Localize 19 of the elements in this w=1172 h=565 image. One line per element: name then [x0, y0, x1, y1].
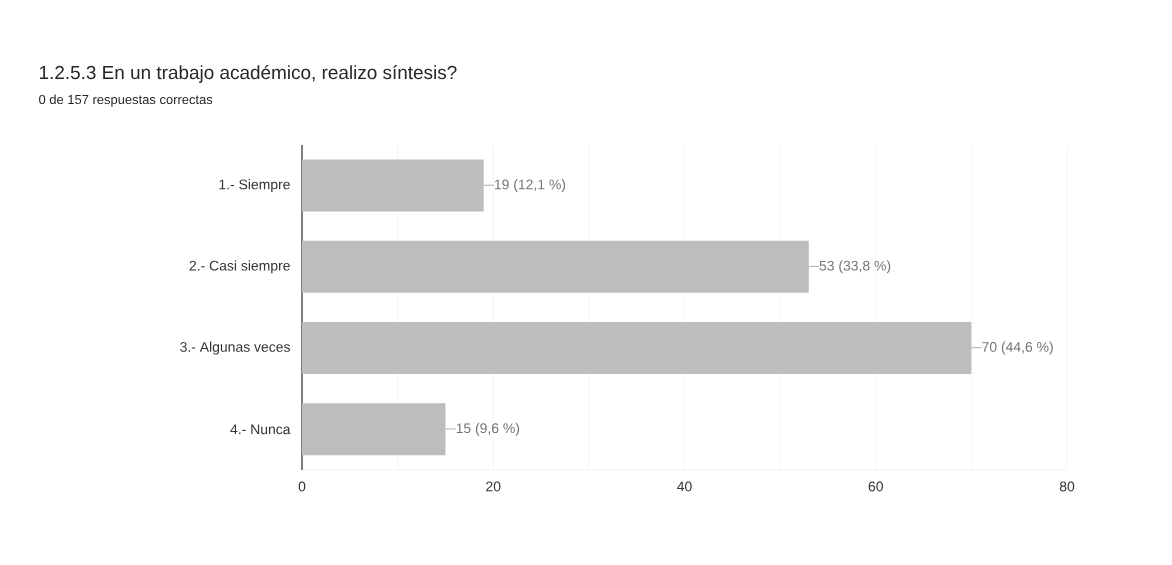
- data-label: 19 (12,1 %): [494, 179, 566, 193]
- x-tick-label: 20: [486, 481, 501, 492]
- y-tick-label: 2.- Casi siempre: [189, 260, 290, 274]
- bar: [302, 322, 972, 375]
- x-tick-label: 40: [677, 481, 692, 492]
- bar: [302, 240, 809, 293]
- text: 0 de 157 respuestas correctas: [39, 94, 213, 107]
- y-tick-label: 1.- Siempre: [219, 179, 290, 193]
- bar: [302, 403, 446, 456]
- data-label: 15 (9,6 %): [456, 422, 520, 436]
- chart-title: 1.2.5.3 En un trabajo académico, realizo síntesis?: [39, 65, 457, 83]
- x-tick-label: 80: [1059, 481, 1075, 492]
- x-tick-label: 0: [298, 481, 306, 492]
- data-label: 70 (44,6 %): [982, 341, 1053, 355]
- data-label: 53 (33,8 %): [819, 260, 891, 274]
- y-tick-label: 3.- Algunas veces: [180, 341, 290, 355]
- bar: [302, 159, 484, 212]
- x-tick-label: 60: [868, 481, 883, 492]
- y-tick-label: 4.- Nunca: [230, 424, 291, 435]
